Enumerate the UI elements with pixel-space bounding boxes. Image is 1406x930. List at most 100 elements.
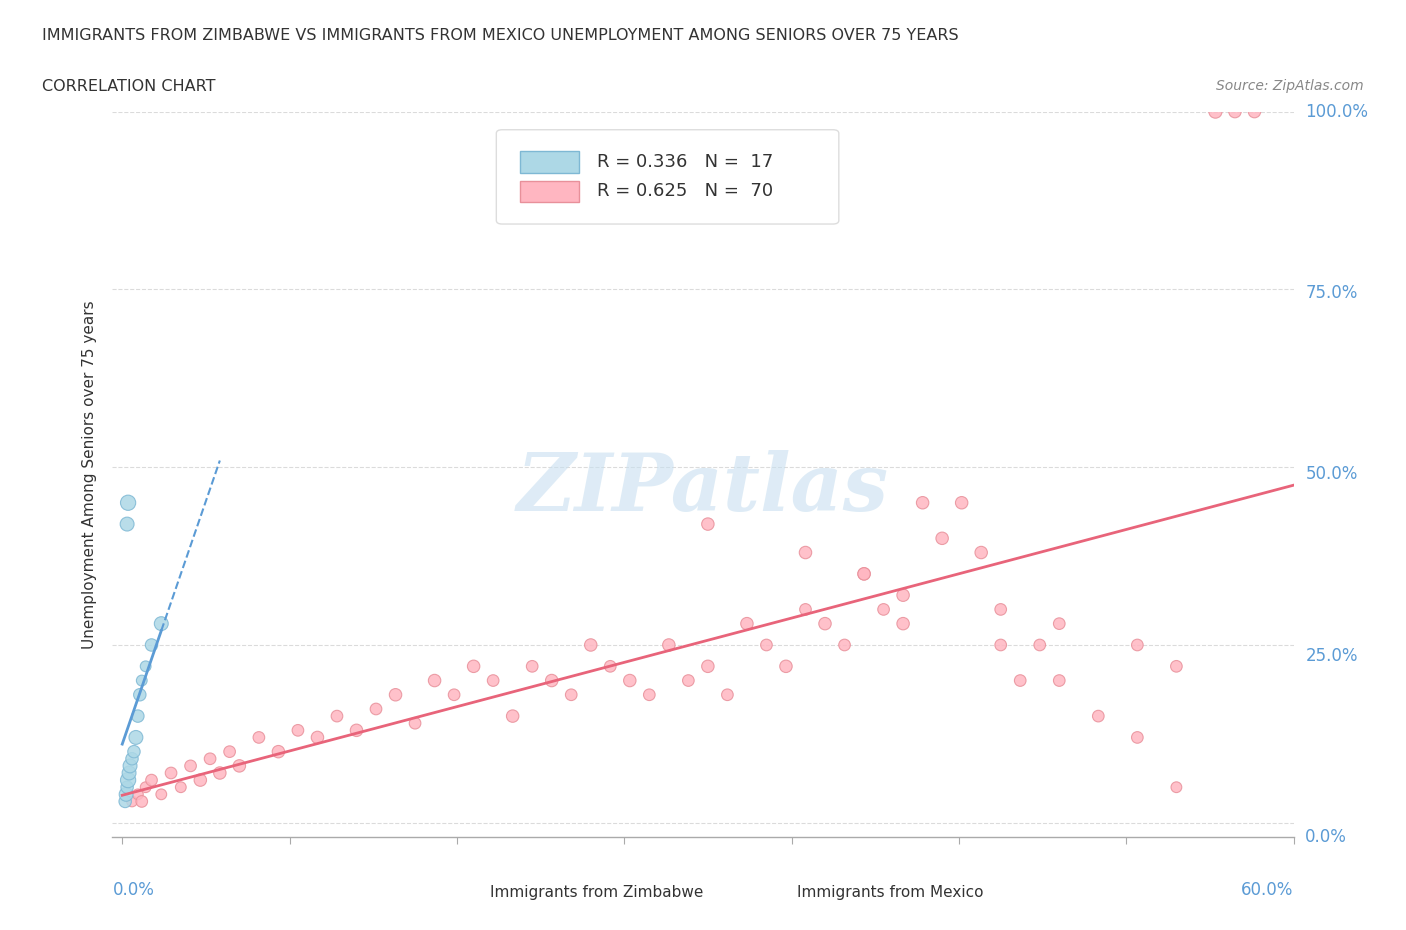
Point — [1243, 104, 1265, 119]
Point — [121, 751, 143, 766]
Point — [970, 545, 993, 560]
Point — [696, 517, 718, 532]
Point — [814, 617, 837, 631]
Point — [115, 779, 138, 794]
Point — [522, 658, 544, 673]
Text: Source: ZipAtlas.com: Source: ZipAtlas.com — [1216, 79, 1364, 93]
Point — [1047, 617, 1070, 631]
Point — [1126, 638, 1149, 653]
Point — [891, 588, 914, 603]
FancyBboxPatch shape — [751, 884, 786, 902]
Text: IMMIGRANTS FROM ZIMBABWE VS IMMIGRANTS FROM MEXICO UNEMPLOYMENT AMONG SENIORS OV: IMMIGRANTS FROM ZIMBABWE VS IMMIGRANTS F… — [42, 28, 959, 43]
Point — [735, 617, 758, 631]
Point — [950, 496, 973, 511]
Point — [1166, 658, 1188, 673]
Point — [208, 765, 231, 780]
Text: CORRELATION CHART: CORRELATION CHART — [42, 79, 215, 94]
Text: R = 0.625   N =  70: R = 0.625 N = 70 — [596, 182, 773, 200]
Point — [228, 759, 250, 774]
Point — [188, 773, 211, 788]
Point — [540, 673, 562, 688]
Point — [128, 687, 150, 702]
Point — [482, 673, 505, 688]
Point — [247, 730, 270, 745]
Point — [135, 779, 157, 794]
FancyBboxPatch shape — [443, 884, 478, 902]
Point — [118, 765, 141, 780]
FancyBboxPatch shape — [496, 130, 839, 224]
Point — [1010, 673, 1032, 688]
Point — [150, 617, 173, 631]
Point — [990, 602, 1012, 617]
Point — [658, 638, 681, 653]
Point — [794, 545, 817, 560]
Point — [218, 744, 240, 759]
Point — [1204, 104, 1226, 119]
Point — [678, 673, 700, 688]
Point — [579, 638, 602, 653]
Point — [131, 794, 153, 809]
Point — [931, 531, 953, 546]
Point — [160, 765, 183, 780]
Text: 0.0%: 0.0% — [112, 881, 155, 898]
Text: 0.0%: 0.0% — [1305, 828, 1347, 846]
Point — [127, 709, 149, 724]
Point — [990, 638, 1012, 653]
Point — [463, 658, 485, 673]
Point — [599, 658, 621, 673]
Text: 100.0%: 100.0% — [1305, 102, 1368, 121]
Point — [122, 744, 145, 759]
Point — [150, 787, 173, 802]
Text: 75.0%: 75.0% — [1305, 284, 1358, 302]
Point — [716, 687, 738, 702]
Point — [307, 730, 329, 745]
Text: ZIPatlas: ZIPatlas — [517, 450, 889, 527]
Point — [443, 687, 465, 702]
Text: 50.0%: 50.0% — [1305, 465, 1358, 484]
Point — [115, 517, 138, 532]
Point — [1029, 638, 1052, 653]
Point — [619, 673, 641, 688]
Point — [911, 496, 934, 511]
Point — [117, 773, 139, 788]
Point — [131, 673, 153, 688]
Point — [127, 787, 149, 802]
Point — [125, 730, 148, 745]
Text: R = 0.336   N =  17: R = 0.336 N = 17 — [596, 153, 773, 171]
Point — [384, 687, 406, 702]
Text: 25.0%: 25.0% — [1305, 646, 1358, 665]
Point — [141, 638, 163, 653]
Text: Immigrants from Zimbabwe: Immigrants from Zimbabwe — [491, 885, 704, 900]
FancyBboxPatch shape — [520, 180, 579, 203]
Point — [794, 602, 817, 617]
Point — [198, 751, 221, 766]
FancyBboxPatch shape — [520, 152, 579, 173]
Point — [114, 794, 136, 809]
Point — [891, 617, 914, 631]
Point — [1126, 730, 1149, 745]
Point — [696, 658, 718, 673]
Point — [638, 687, 661, 702]
Point — [853, 566, 876, 581]
Y-axis label: Unemployment Among Seniors over 75 years: Unemployment Among Seniors over 75 years — [82, 300, 97, 648]
Point — [1166, 779, 1188, 794]
Point — [834, 638, 856, 653]
Point — [755, 638, 778, 653]
Point — [121, 794, 143, 809]
Point — [115, 787, 138, 802]
Point — [118, 759, 141, 774]
Point — [364, 701, 387, 716]
Point — [287, 723, 309, 737]
Point — [502, 709, 524, 724]
Point — [326, 709, 349, 724]
Point — [267, 744, 290, 759]
Point — [872, 602, 894, 617]
Point — [853, 566, 876, 581]
Point — [346, 723, 368, 737]
Point — [141, 773, 163, 788]
Point — [135, 658, 157, 673]
Point — [170, 779, 193, 794]
Point — [404, 716, 426, 731]
Point — [117, 496, 139, 511]
Point — [1223, 104, 1246, 119]
